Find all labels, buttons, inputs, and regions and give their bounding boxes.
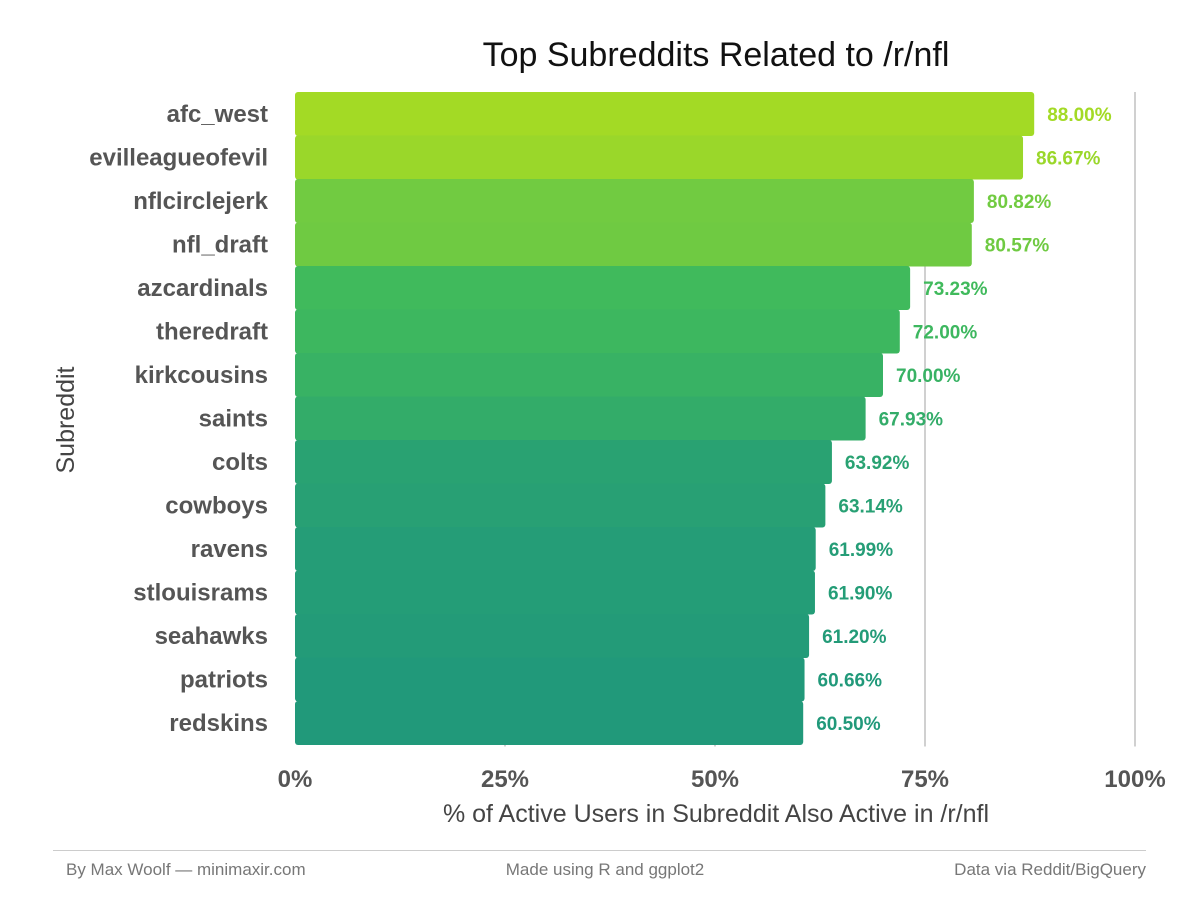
data-label: 61.20% bbox=[822, 627, 887, 648]
x-tick-label: 25% bbox=[481, 766, 529, 793]
category-label: azcardinals bbox=[137, 275, 268, 302]
category-label: ravens bbox=[191, 536, 268, 563]
bar bbox=[295, 266, 911, 310]
bar bbox=[295, 396, 866, 441]
chart-title: Top Subreddits Related to /r/nfl bbox=[483, 36, 950, 74]
x-tick-label: 100% bbox=[1104, 766, 1165, 793]
x-tick-label: 75% bbox=[901, 766, 949, 793]
data-label: 73.23% bbox=[923, 279, 988, 300]
category-label: saints bbox=[199, 405, 268, 432]
category-label: redskins bbox=[169, 710, 268, 737]
category-label: nflcirclejerk bbox=[133, 188, 268, 215]
data-label: 80.82% bbox=[987, 192, 1052, 213]
category-label: afc_west bbox=[167, 101, 268, 128]
bar bbox=[295, 483, 826, 528]
category-label: nfl_draft bbox=[172, 231, 268, 258]
data-label: 72.00% bbox=[913, 322, 978, 343]
category-label: evilleagueofevil bbox=[89, 144, 268, 171]
category-label: kirkcousins bbox=[135, 362, 268, 389]
data-label: 80.57% bbox=[985, 235, 1050, 256]
data-label: 88.00% bbox=[1047, 105, 1112, 126]
bars bbox=[295, 92, 1035, 745]
x-axis-ticks: 0% 25% 50% 75% 100% bbox=[278, 766, 1166, 793]
category-label: stlouisrams bbox=[133, 579, 268, 606]
category-labels: afc_west evilleagueofevil nflcirclejerk nfl… bbox=[89, 101, 268, 737]
category-label: patriots bbox=[180, 666, 268, 693]
bar bbox=[295, 440, 832, 484]
category-label: theredraft bbox=[156, 318, 268, 345]
category-label: colts bbox=[212, 449, 268, 476]
data-label: 67.93% bbox=[879, 409, 944, 430]
footer-tools: Made using R and ggplot2 bbox=[505, 860, 705, 879]
bar bbox=[295, 309, 900, 354]
category-label: seahawks bbox=[155, 623, 268, 650]
x-axis-title: % of Active Users in Subreddit Also Acti… bbox=[443, 800, 989, 828]
bar bbox=[295, 222, 972, 267]
data-label: 70.00% bbox=[896, 366, 961, 387]
x-tick-label: 50% bbox=[691, 766, 739, 793]
x-tick-label: 0% bbox=[278, 766, 313, 793]
data-label: 60.66% bbox=[818, 670, 883, 691]
data-label: 86.67% bbox=[1036, 148, 1101, 169]
footer-divider bbox=[53, 850, 1146, 851]
bar bbox=[295, 135, 1024, 180]
footer-credit: By Max Woolf — minimaxir.com bbox=[66, 860, 306, 879]
data-label: 61.90% bbox=[828, 583, 893, 604]
bar bbox=[295, 92, 1035, 136]
category-label: cowboys bbox=[165, 492, 268, 519]
data-labels: 88.00% 86.67% 80.82% 80.57% 73.23% 72.00% 70.0… bbox=[816, 105, 1112, 735]
data-label: 63.14% bbox=[838, 496, 903, 517]
bar bbox=[295, 527, 816, 571]
data-label: 60.50% bbox=[816, 714, 881, 735]
bar bbox=[295, 614, 810, 658]
bar bbox=[295, 701, 804, 745]
data-label: 63.92% bbox=[845, 453, 910, 474]
bar-chart: Top Subreddits Related to /r/nfl afc_wes… bbox=[52, 36, 1166, 828]
bar bbox=[295, 657, 805, 702]
footer-source: Data via Reddit/BigQuery bbox=[954, 860, 1146, 879]
bar bbox=[295, 353, 883, 397]
bar bbox=[295, 570, 815, 615]
data-label: 61.99% bbox=[829, 540, 894, 561]
bar bbox=[295, 179, 974, 223]
y-axis-title: Subreddit bbox=[52, 366, 80, 473]
